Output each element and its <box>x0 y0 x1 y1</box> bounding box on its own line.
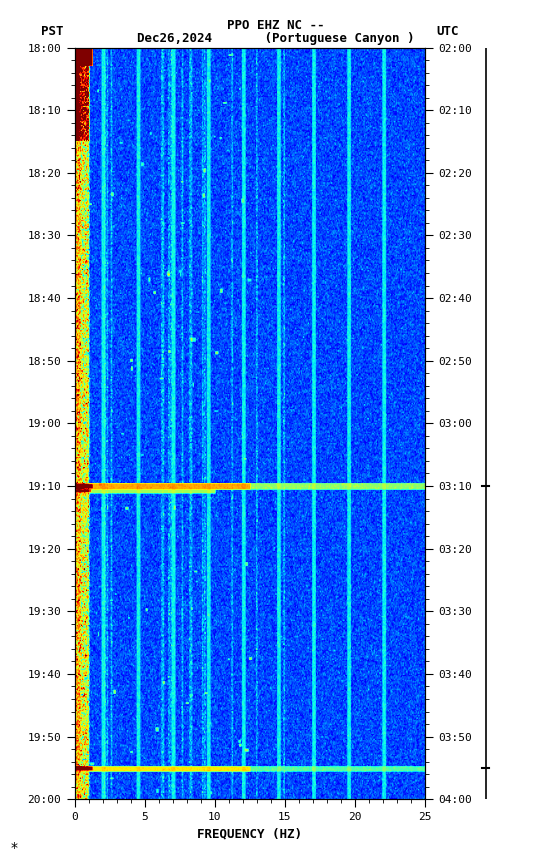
X-axis label: FREQUENCY (HZ): FREQUENCY (HZ) <box>197 828 302 841</box>
Text: PST: PST <box>41 25 63 39</box>
Text: Dec26,2024       (Portuguese Canyon ): Dec26,2024 (Portuguese Canyon ) <box>137 32 415 45</box>
Text: UTC: UTC <box>436 25 459 39</box>
Text: PPO EHZ NC --: PPO EHZ NC -- <box>227 19 325 32</box>
Text: *: * <box>11 842 18 855</box>
